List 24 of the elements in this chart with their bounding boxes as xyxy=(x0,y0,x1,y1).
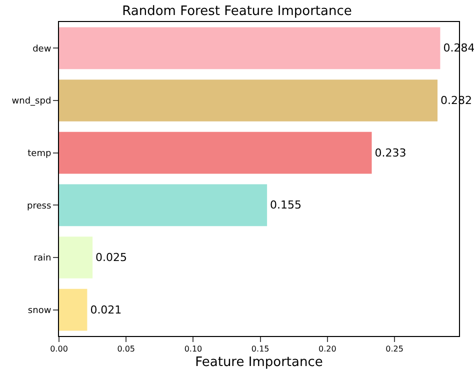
x-tick-label: 0.25 xyxy=(386,344,404,354)
bar xyxy=(59,132,372,174)
y-tick-label: press xyxy=(27,201,52,212)
y-tick-label: dew xyxy=(32,44,52,54)
x-tick-label: 0.00 xyxy=(50,344,68,354)
bar xyxy=(59,184,268,226)
x-axis-title: Feature Importance xyxy=(195,355,323,370)
x-tick-label: 0.05 xyxy=(117,344,136,354)
y-tick-label: wnd_spd xyxy=(12,96,52,107)
y-tick-label: rain xyxy=(34,254,52,264)
chart-title: Random Forest Feature Importance xyxy=(122,4,352,19)
data-label: 0.025 xyxy=(96,251,128,264)
data-label: 0.233 xyxy=(374,146,406,160)
data-label: 0.021 xyxy=(90,303,122,316)
bar xyxy=(59,288,88,331)
data-label: 0.155 xyxy=(270,198,302,212)
x-tick-label: 0.15 xyxy=(251,344,270,354)
x-tick-label: 0.10 xyxy=(184,344,202,354)
bar xyxy=(59,27,440,70)
bar xyxy=(59,236,93,278)
y-tick-label: snow xyxy=(28,306,52,316)
x-tick-label: 0.20 xyxy=(318,344,336,354)
bar xyxy=(59,80,438,122)
y-tick-label: temp xyxy=(28,148,52,159)
